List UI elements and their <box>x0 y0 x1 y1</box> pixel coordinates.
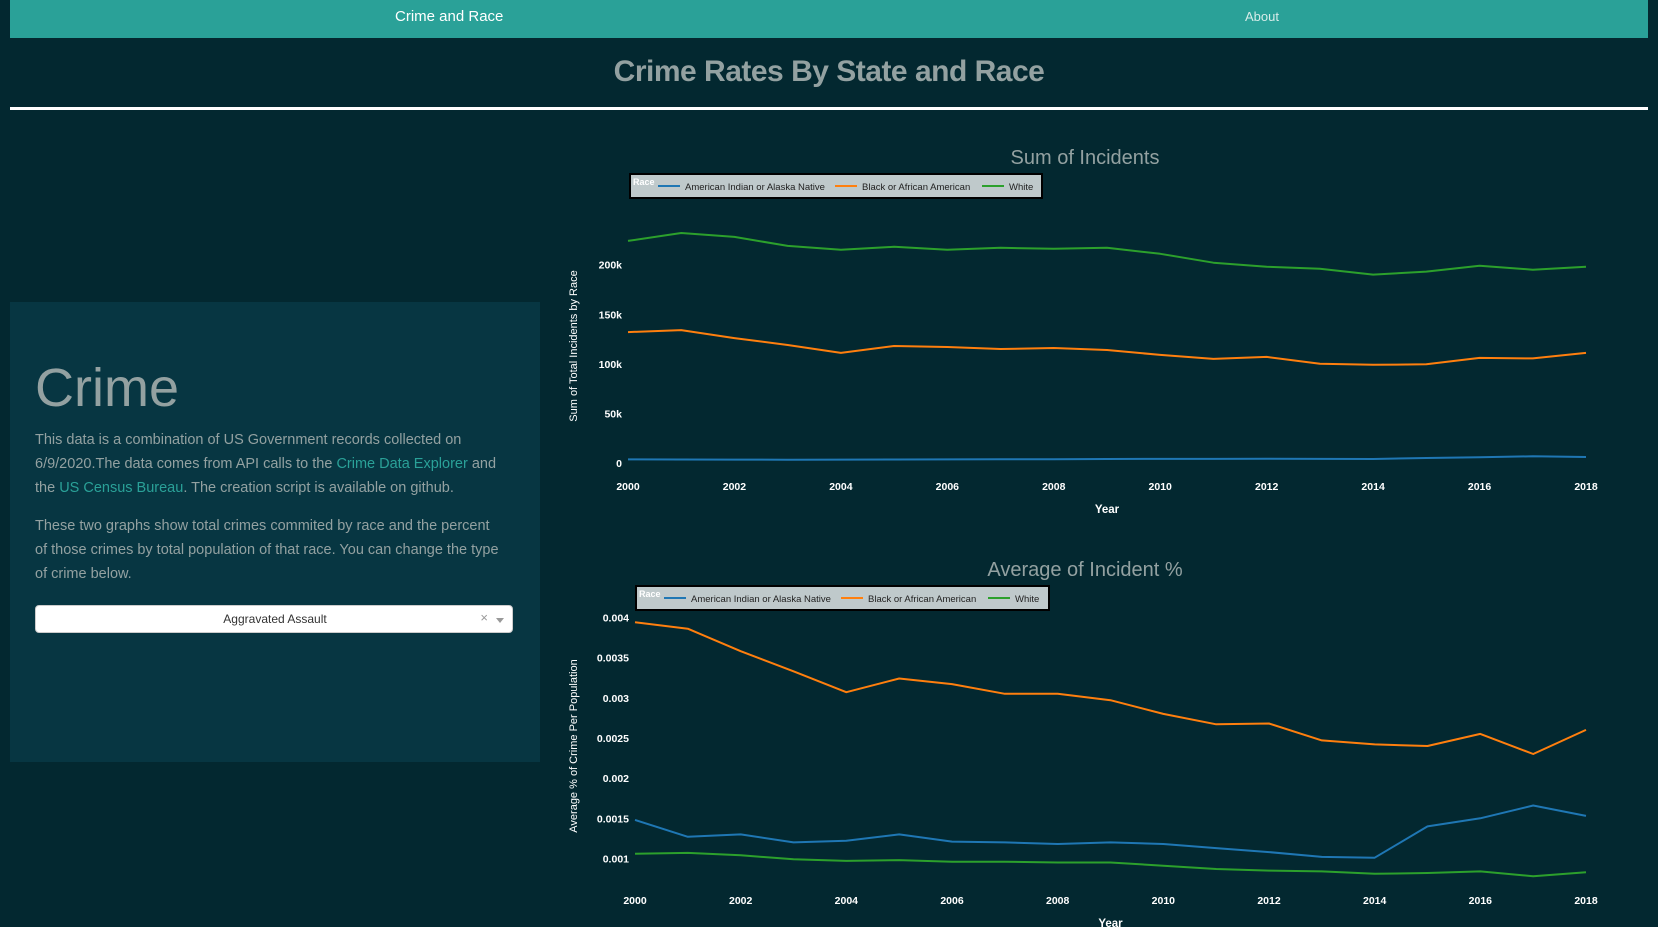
legend-title: Race <box>633 177 655 187</box>
x-tick-label: 2010 <box>1152 895 1176 907</box>
crime-type-dropdown[interactable]: Aggravated Assault × <box>35 605 513 633</box>
nav-brand[interactable]: Crime and Race <box>395 8 504 25</box>
y-tick-label: 0 <box>616 458 622 470</box>
y-tick-label: 0.003 <box>603 693 629 705</box>
x-tick-label: 2012 <box>1255 481 1279 493</box>
x-tick-label: 2006 <box>936 481 960 493</box>
y-axis-label: Average % of Crime Per Population <box>568 659 580 832</box>
navbar: Crime and Race About <box>10 0 1648 38</box>
legend-item-white: White <box>1009 182 1033 193</box>
x-tick-label: 2018 <box>1574 895 1598 907</box>
page-title: Crime Rates By State and Race <box>613 55 1045 88</box>
x-axis-label: Year <box>1095 504 1120 516</box>
chevron-down-icon[interactable] <box>496 618 504 623</box>
x-tick-label: 2008 <box>1042 481 1066 493</box>
y-tick-label: 50k <box>604 408 622 420</box>
x-tick-label: 2010 <box>1149 481 1173 493</box>
info-panel: Crime This data is a combination of US G… <box>10 302 540 762</box>
x-tick-label: 2008 <box>1046 895 1070 907</box>
y-tick-label: 200k <box>599 260 623 272</box>
clear-icon[interactable]: × <box>480 610 488 625</box>
average-incident-percent-chart[interactable]: Average of Incident % Race American Indian… <box>560 545 1610 927</box>
y-axis-label: Sum of Total Incidents by Race <box>568 270 580 421</box>
x-tick-label: 2012 <box>1257 895 1281 907</box>
legend-item-american-indian-or-alaska-native: American Indian or Alaska Native <box>691 594 831 605</box>
y-tick-label: 150k <box>599 309 623 321</box>
legend-item-american-indian-or-alaska-native: American Indian or Alaska Native <box>685 182 825 193</box>
description-text: and the <box>35 456 497 496</box>
series-line-white <box>634 851 1587 878</box>
x-axis-label: Year <box>1098 918 1123 927</box>
y-tick-label: 0.004 <box>603 612 629 624</box>
series-line-black-or-african-american <box>627 329 1587 366</box>
chart-title: Average of Incident % <box>987 559 1183 581</box>
description-text: . The creation script is available on gi… <box>183 480 454 496</box>
y-tick-label: 0.002 <box>603 773 629 785</box>
legend-item-black-or-african-american: Black or African American <box>868 594 976 605</box>
y-tick-label: 0.0015 <box>597 813 629 825</box>
x-tick-label: 2000 <box>616 481 640 493</box>
instructions-paragraph: These two graphs show total crimes commi… <box>35 518 499 582</box>
x-tick-label: 2006 <box>940 895 964 907</box>
x-tick-label: 2004 <box>835 895 859 907</box>
dropdown-selected-value: Aggravated Assault <box>223 612 327 626</box>
legend-title: Race <box>639 589 661 599</box>
sum-of-incidents-chart[interactable]: Sum of Incidents Race American Indian or A… <box>560 133 1610 516</box>
series-line-american-indian-or-alaska-native <box>627 455 1587 461</box>
x-tick-label: 2002 <box>723 481 747 493</box>
x-tick-label: 2000 <box>623 895 647 907</box>
y-tick-label: 0.001 <box>603 854 629 866</box>
y-tick-label: 0.0035 <box>597 653 629 665</box>
x-tick-label: 2004 <box>829 481 853 493</box>
crime-data-explorer-link[interactable]: Crime Data Explorer <box>336 456 468 472</box>
x-tick-label: 2016 <box>1469 895 1493 907</box>
panel-heading: Crime <box>35 358 179 418</box>
legend-item-black-or-african-american: Black or African American <box>862 182 970 193</box>
x-tick-label: 2014 <box>1363 895 1387 907</box>
chart-title: Sum of Incidents <box>1011 147 1160 169</box>
x-tick-label: 2018 <box>1574 481 1598 493</box>
y-tick-label: 0.0025 <box>597 733 629 745</box>
x-tick-label: 2014 <box>1361 481 1385 493</box>
description-paragraph: This data is a combination of US Governm… <box>35 428 505 500</box>
series-line-white <box>627 232 1587 276</box>
title-divider <box>10 107 1648 110</box>
description-text: This data is a combination of US Governm… <box>35 432 462 472</box>
nav-about-link[interactable]: About <box>1245 9 1279 24</box>
series-line-black-or-african-american <box>634 621 1587 755</box>
series-line-american-indian-or-alaska-native <box>634 804 1587 859</box>
x-tick-label: 2002 <box>729 895 753 907</box>
x-tick-label: 2016 <box>1468 481 1492 493</box>
y-tick-label: 100k <box>599 359 623 371</box>
legend-item-white: White <box>1015 594 1039 605</box>
us-census-bureau-link[interactable]: US Census Bureau <box>59 480 184 496</box>
